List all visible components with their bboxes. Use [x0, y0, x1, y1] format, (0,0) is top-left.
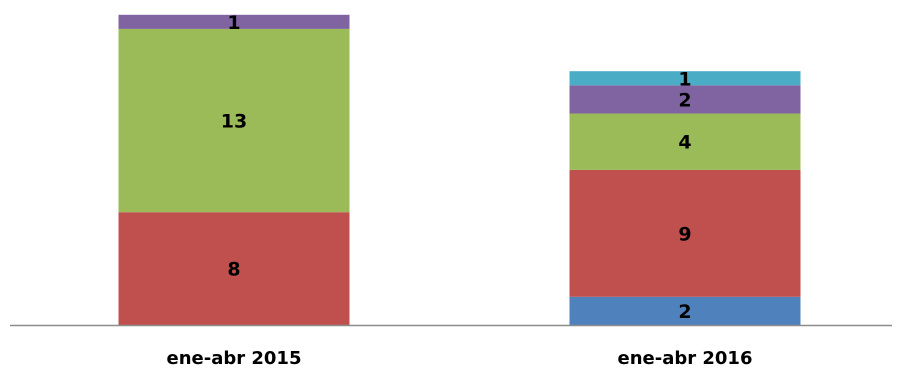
data-label-2-2: 9 [678, 223, 691, 245]
bar-segment-2-5 [569, 71, 801, 86]
data-label-1-2: 8 [227, 259, 240, 281]
bars-layer [118, 14, 801, 325]
bar-segment-1-4 [118, 14, 350, 29]
category-label-2: ene-abr 2016 [618, 348, 753, 369]
bar-segment-2-4 [569, 85, 801, 114]
data-label-2-4: 2 [678, 89, 691, 111]
data-label-1-4: 1 [227, 12, 240, 34]
data-label-2-3: 4 [678, 132, 691, 154]
bar-segment-2-2 [569, 169, 801, 297]
data-label-2-1: 2 [678, 301, 691, 323]
bar-segment-2-1 [569, 296, 801, 325]
data-label-2-5: 1 [678, 68, 691, 90]
category-label-1: ene-abr 2015 [167, 348, 302, 369]
bar-segment-2-3 [569, 113, 801, 170]
bar-segment-1-3 [118, 28, 350, 213]
category-labels-layer: ene-abr 2015 ene-abr 2016 [167, 348, 753, 369]
bar-segment-1-2 [118, 212, 350, 325]
data-label-1-3: 13 [221, 111, 247, 133]
